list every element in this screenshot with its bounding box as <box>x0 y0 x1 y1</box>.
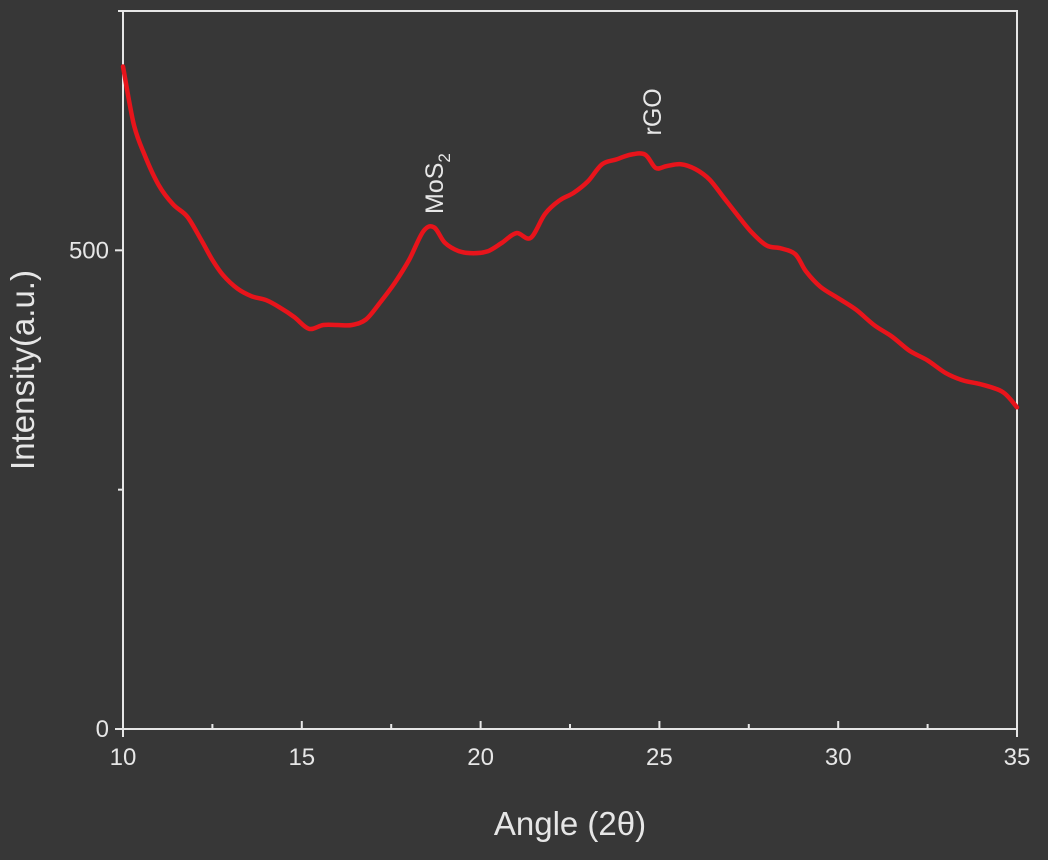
plot-area <box>122 10 1018 730</box>
x-axis-label: Angle (2θ) <box>494 805 646 842</box>
series-layer <box>120 64 1020 410</box>
x-axis-tick-labels: 10 15 20 25 30 35 <box>110 744 1031 771</box>
x-tick-label: 15 <box>288 744 315 771</box>
y-tick-label: 500 <box>69 237 109 264</box>
x-axis-ticks <box>122 721 1018 737</box>
peak-annotation: rGO <box>639 88 667 135</box>
series-line <box>120 64 1020 410</box>
peak-annotation: MoS2 <box>421 153 454 214</box>
y-tick-label: 0 <box>96 716 109 743</box>
peak-annotations: MoS2 rGO <box>421 88 667 214</box>
y-axis-ticks <box>115 10 123 730</box>
x-tick-label: 10 <box>110 744 137 771</box>
x-tick-label: 35 <box>1004 744 1031 771</box>
x-tick-label: 30 <box>825 744 852 771</box>
y-axis-tick-labels: 0 500 <box>69 237 109 743</box>
y-axis-label: Intensity(a.u.) <box>4 270 41 470</box>
x-tick-label: 20 <box>467 744 494 771</box>
x-tick-label: 25 <box>646 744 673 771</box>
